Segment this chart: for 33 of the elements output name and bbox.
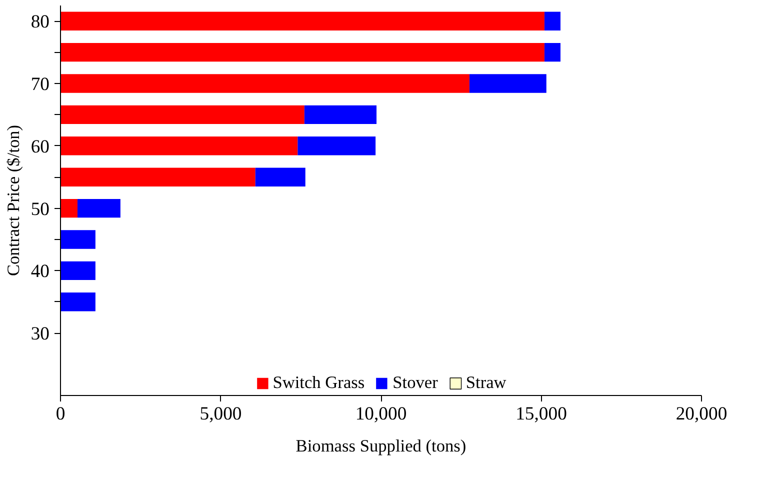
bar: [60, 198, 78, 218]
bar: [60, 12, 544, 30]
bar: [298, 136, 376, 156]
y-tick-label: 70: [30, 74, 50, 95]
bar: [60, 261, 96, 280]
y-tick-label: 50: [30, 198, 50, 220]
x-tick-label: 5,000: [200, 404, 242, 424]
bar: [60, 105, 304, 124]
bar: [77, 198, 120, 218]
bar: [469, 74, 546, 93]
bar: [60, 136, 298, 156]
legend-label: Switch Grass: [272, 373, 365, 393]
legend-label: Stover: [392, 373, 438, 393]
bar: [304, 105, 377, 124]
bar: [544, 12, 560, 30]
y-axis-title: Contract Price ($/ton): [4, 124, 23, 276]
x-tick-label: 20,000: [676, 404, 728, 424]
x-tick-label: 0: [56, 404, 66, 424]
bar: [60, 168, 256, 186]
y-tick-label: 80: [30, 12, 50, 33]
y-tick-label: 40: [30, 261, 50, 282]
bar: [255, 168, 306, 186]
y-tick-label: 30: [30, 324, 50, 345]
bar: [60, 42, 544, 62]
bar: [60, 74, 470, 93]
x-axis-title: Biomass Supplied (tons): [296, 436, 466, 456]
y-tick-label: 60: [30, 136, 50, 158]
bar: [544, 42, 560, 62]
legend-label: Straw: [466, 373, 506, 393]
bar: [60, 292, 96, 312]
x-tick-label: 10,000: [355, 404, 407, 424]
bar: [60, 230, 96, 249]
x-tick-label: 15,000: [516, 404, 567, 424]
